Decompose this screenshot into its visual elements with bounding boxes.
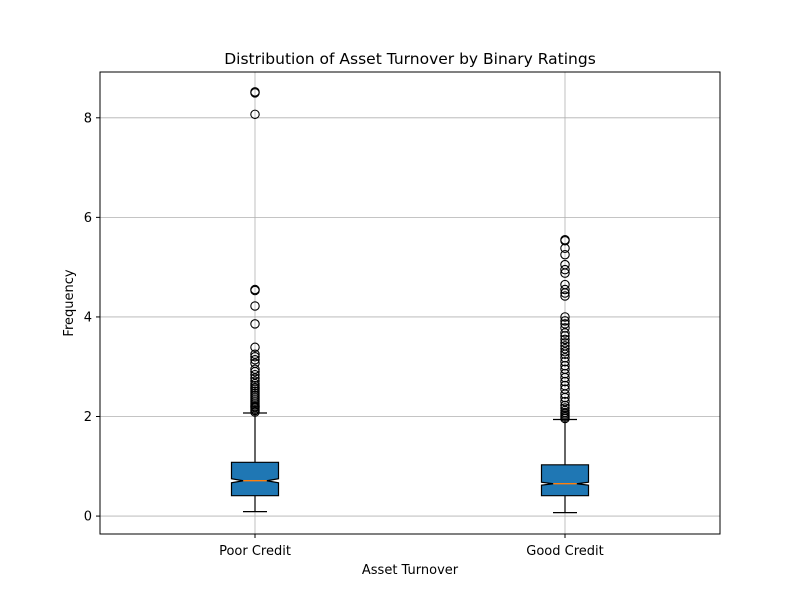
outlier-point (560, 323, 570, 333)
outlier-point (560, 291, 570, 301)
outlier-point (560, 384, 570, 394)
outlier-point (250, 378, 260, 389)
box-body (230, 461, 280, 497)
outlier-point (560, 264, 570, 275)
outlier-point (560, 396, 570, 407)
outlier-point (560, 356, 570, 367)
outlier-point (250, 358, 260, 368)
outlier-point (250, 342, 260, 353)
x-axis-label: Asset Turnover (362, 563, 459, 578)
grid-lines (100, 72, 720, 534)
outlier-point (250, 369, 260, 380)
axes-frame (99, 71, 721, 535)
outlier-point (560, 316, 570, 326)
box-group (540, 235, 590, 514)
outlier-point (250, 109, 260, 120)
y-tick-label: 8 (84, 111, 92, 126)
outlier-point (250, 373, 260, 383)
outlier-point (560, 347, 570, 357)
y-tick-label: 4 (84, 310, 92, 325)
chart-title: Distribution of Asset Turnover by Binary… (224, 50, 596, 68)
outlier-point (250, 284, 260, 295)
outlier-point (250, 301, 260, 311)
x-axis: Poor Credit Good Credit (219, 534, 604, 559)
outlier-point (250, 87, 260, 97)
outlier-point (560, 279, 570, 290)
outlier-point (560, 341, 570, 351)
y-axis: 0 2 4 6 8 (84, 111, 100, 525)
outlier-point (250, 376, 260, 386)
outlier-point (560, 338, 570, 348)
outlier-point (560, 334, 570, 345)
x-tick-label: Poor Credit (219, 544, 291, 559)
y-tick-label: 0 (84, 510, 92, 525)
box-group (230, 87, 280, 513)
y-tick-label: 6 (84, 211, 92, 226)
outlier-point (560, 364, 570, 374)
outlier-point (560, 319, 570, 329)
outlier-point (250, 319, 260, 329)
y-axis-label: Frequency (62, 269, 77, 336)
outlier-point (250, 364, 260, 374)
outlier-point (560, 405, 570, 416)
outlier-point (560, 344, 570, 354)
outlier-point (560, 284, 570, 295)
outlier-point (250, 349, 260, 360)
outlier-point (250, 352, 260, 362)
box-body (540, 464, 590, 497)
outlier-point (560, 259, 570, 270)
y-tick-label: 2 (84, 410, 92, 425)
outlier-point (560, 249, 570, 260)
outlier-point (560, 235, 570, 245)
outlier-point (560, 353, 570, 363)
outlier-point (560, 328, 570, 338)
outlier-point (250, 355, 260, 365)
plot-area (230, 87, 590, 514)
x-tick-label: Good Credit (526, 544, 603, 559)
outlier-point (560, 403, 570, 413)
outlier-point (560, 312, 570, 322)
